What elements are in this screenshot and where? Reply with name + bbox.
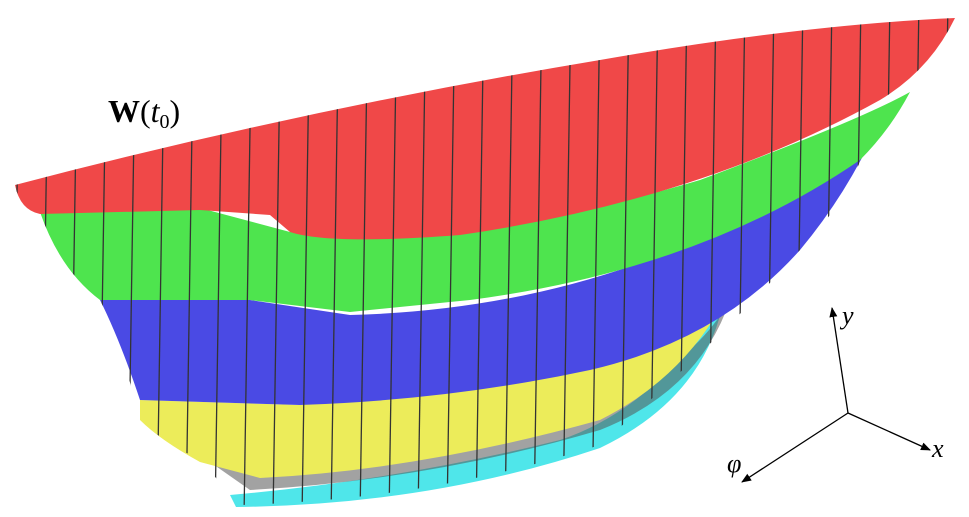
mesh-line bbox=[15, 18, 21, 505]
cyan-layer bbox=[230, 308, 722, 507]
mesh-line bbox=[910, 18, 920, 505]
mesh-line bbox=[533, 18, 543, 505]
mesh-line bbox=[562, 18, 572, 505]
x-axis-label: x bbox=[931, 434, 944, 463]
label-var: t bbox=[151, 93, 161, 129]
y-axis-label: y bbox=[839, 301, 854, 330]
green-layer bbox=[40, 92, 910, 312]
label-paren: ( bbox=[140, 93, 151, 129]
x-arrow bbox=[847, 412, 931, 451]
phi-axis-label: φ bbox=[727, 449, 741, 478]
label-paren: ) bbox=[170, 93, 181, 129]
y-arrow bbox=[829, 307, 849, 414]
mesh-line bbox=[446, 18, 456, 505]
mesh-line bbox=[40, 18, 50, 505]
red-layer bbox=[15, 18, 955, 240]
surface-label: W(t0) bbox=[108, 93, 180, 133]
mesh-line bbox=[591, 18, 601, 505]
mesh-line bbox=[475, 18, 485, 505]
blue-layer bbox=[100, 120, 880, 405]
phi-arrow bbox=[741, 412, 849, 483]
axes-triad bbox=[741, 307, 931, 483]
label-symbol: W bbox=[108, 93, 140, 129]
label-sub: 0 bbox=[160, 111, 170, 133]
mesh-line bbox=[504, 18, 514, 505]
surface bbox=[15, 18, 955, 507]
